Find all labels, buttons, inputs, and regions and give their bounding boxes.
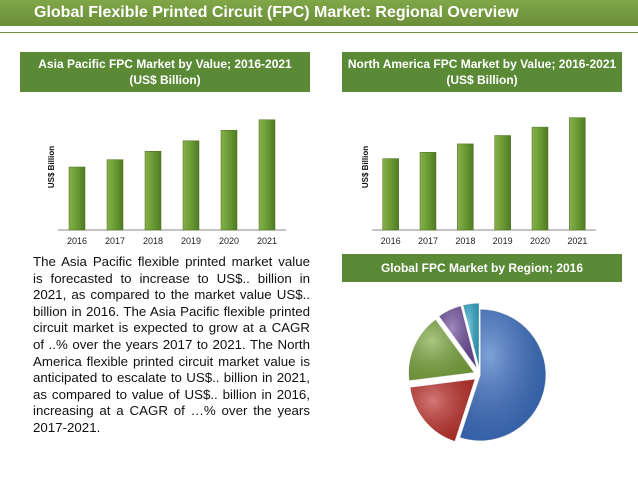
asia-pacific-bar (144, 151, 162, 231)
north-america-bar (457, 143, 474, 231)
asia-pacific-bar (258, 119, 276, 231)
region-pie-slice-shade (409, 378, 476, 442)
asia-pacific-x-tick-label: 2018 (143, 236, 163, 246)
asia-pacific-bar (182, 140, 200, 231)
market-description: The Asia Pacific flexible printed market… (33, 254, 310, 435)
asia-pacific-bar-chart: 2016 2017 2018 2019 2020 2021 US$ Billion (47, 119, 286, 246)
north-america-bar-chart: 2016 2017 2018 2019 2020 2021 US$ Billion (361, 117, 596, 246)
asia-pacific-x-tick-label: 2019 (181, 236, 201, 246)
north-america-x-tick-label: 2020 (530, 236, 550, 246)
north-america-x-tick-label: 2019 (493, 236, 513, 246)
asia-pacific-x-tick-label: 2017 (105, 236, 125, 246)
north-america-bar (569, 117, 586, 231)
asia-pacific-bar (68, 166, 86, 231)
north-america-x-tick-label: 2021 (567, 236, 587, 246)
region-pie-slice-shade (438, 305, 478, 370)
region-chart-title: Global FPC Market by Region; 2016 (342, 254, 622, 282)
north-america-bar (494, 135, 511, 231)
asia-pacific-bar (106, 159, 124, 231)
north-america-bar (382, 158, 399, 231)
asia-pacific-x-tick-label: 2016 (67, 236, 87, 246)
asia-pacific-bar (220, 130, 238, 231)
asia-pacific-chart-title: Asia Pacific FPC Market by Value; 2016-2… (20, 52, 310, 92)
region-pie-slice-shade (408, 319, 475, 381)
asia-pacific-x-tick-label: 2020 (219, 236, 239, 246)
region-pie-chart (408, 302, 547, 443)
north-america-x-tick-label: 2018 (455, 236, 475, 246)
north-america-bar (531, 126, 549, 231)
region-pie-slice-shade (462, 303, 480, 370)
north-america-x-tick-label: 2017 (418, 236, 438, 246)
asia-pacific-y-axis-label: US$ Billion (47, 146, 56, 188)
page-title: Global Flexible Printed Circuit (FPC) Ma… (0, 0, 638, 26)
title-underline (0, 32, 638, 33)
region-pie-slice-shade (459, 309, 546, 441)
north-america-bar (419, 152, 437, 231)
asia-pacific-x-tick-label: 2021 (257, 236, 277, 246)
north-america-y-axis-label: US$ Billion (361, 146, 370, 188)
north-america-x-tick-label: 2016 (381, 236, 401, 246)
north-america-chart-title: North America FPC Market by Value; 2016-… (342, 52, 622, 92)
